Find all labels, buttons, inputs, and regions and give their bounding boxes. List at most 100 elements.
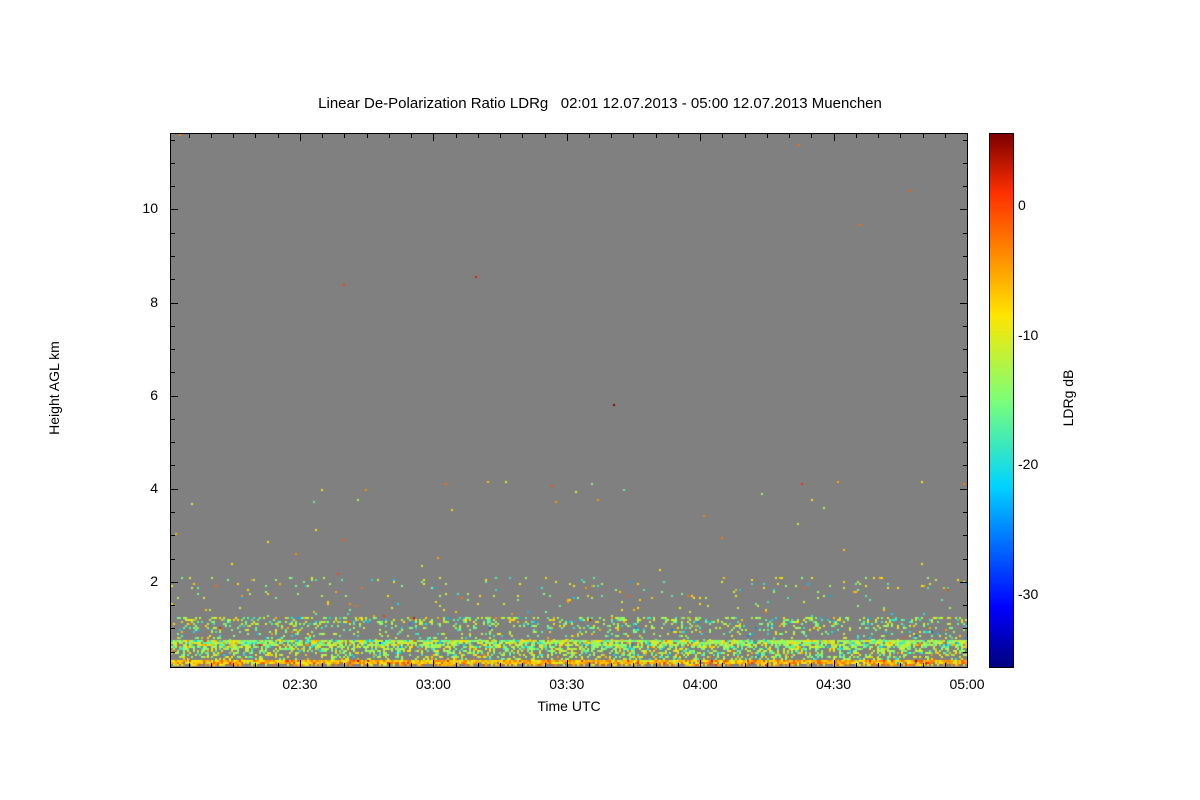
y-axis-tick-minor bbox=[963, 465, 967, 467]
x-axis-tick-label: 04:00 bbox=[682, 676, 718, 692]
x-axis-tick-minor bbox=[633, 134, 635, 138]
x-axis-tick-minor bbox=[922, 134, 924, 138]
colorbar-tick-label: -30 bbox=[1018, 585, 1039, 602]
y-axis-tick-minor bbox=[171, 325, 175, 327]
x-axis-tick-minor bbox=[589, 663, 590, 667]
x-axis-tick-major bbox=[299, 134, 301, 141]
x-axis-tick-minor bbox=[322, 134, 324, 138]
x-axis-tick-minor bbox=[211, 663, 213, 667]
y-axis-tick-minor bbox=[963, 628, 967, 630]
x-axis-tick-minor bbox=[944, 663, 946, 667]
x-axis-tick-major bbox=[700, 660, 702, 667]
y-axis-tick-major bbox=[171, 209, 178, 211]
x-axis-tick-minor bbox=[255, 663, 257, 667]
y-axis-tick-minor bbox=[963, 511, 967, 513]
x-axis-tick-minor bbox=[411, 134, 413, 138]
x-axis-tick-minor bbox=[388, 663, 390, 667]
colorbar bbox=[989, 133, 1014, 668]
x-axis-tick-major bbox=[833, 660, 835, 667]
y-axis-tick-minor bbox=[171, 605, 175, 607]
x-axis-tick-minor bbox=[611, 663, 613, 667]
x-axis-tick-minor bbox=[633, 663, 635, 667]
page-title: Linear De-Polarization Ratio LDRg 02:01 … bbox=[318, 95, 882, 112]
y-axis-tick-minor bbox=[171, 442, 175, 444]
x-axis-tick-major bbox=[967, 134, 968, 141]
y-axis-tick-minor bbox=[171, 279, 175, 281]
x-axis-tick-minor bbox=[677, 134, 679, 138]
y-axis-tick-minor bbox=[963, 418, 967, 420]
x-axis-tick-minor bbox=[233, 134, 235, 138]
y-axis-tick-minor bbox=[171, 162, 175, 164]
x-axis-tick-label: 03:00 bbox=[415, 676, 451, 692]
x-axis-tick-minor bbox=[366, 663, 368, 667]
x-axis-tick-minor bbox=[878, 663, 880, 667]
x-axis-tick-minor bbox=[277, 663, 279, 667]
x-axis-tick-minor bbox=[500, 134, 502, 138]
y-axis-tick-minor bbox=[171, 372, 175, 374]
x-axis-tick-major bbox=[566, 134, 568, 141]
y-axis-tick-minor bbox=[963, 651, 967, 653]
x-axis-tick-minor bbox=[811, 663, 813, 667]
y-axis-tick-minor bbox=[963, 349, 967, 351]
x-axis-tick-minor bbox=[766, 134, 768, 138]
x-axis-tick-minor bbox=[722, 134, 724, 138]
y-axis-tick-major bbox=[171, 581, 178, 583]
y-axis-tick-major bbox=[960, 395, 967, 397]
y-axis-tick-minor bbox=[963, 139, 967, 141]
y-axis-tick-minor bbox=[963, 232, 967, 234]
y-axis-tick-minor bbox=[963, 372, 967, 374]
x-axis-tick-minor bbox=[322, 663, 324, 667]
y-axis-tick-minor bbox=[963, 186, 967, 188]
x-axis-tick-minor bbox=[455, 134, 457, 138]
x-axis-tick-major bbox=[433, 660, 435, 667]
y-axis-tick-minor bbox=[171, 511, 175, 513]
x-axis-tick-minor bbox=[922, 663, 924, 667]
y-axis-tick-minor bbox=[963, 535, 967, 537]
x-axis-tick-major bbox=[700, 134, 702, 141]
x-axis-tick-minor bbox=[522, 134, 524, 138]
x-axis-tick-major bbox=[299, 660, 301, 667]
x-axis-tick-minor bbox=[744, 134, 746, 138]
y-axis-tick-label: 2 bbox=[150, 572, 158, 589]
x-axis-tick-major bbox=[433, 134, 435, 141]
x-axis-tick-minor bbox=[188, 663, 190, 667]
colorbar-gradient bbox=[990, 134, 1013, 667]
y-axis-tick-label: 4 bbox=[150, 479, 158, 496]
y-axis-tick-minor bbox=[171, 628, 175, 630]
x-axis-tick-minor bbox=[655, 663, 657, 667]
x-axis-title: Time UTC bbox=[537, 698, 601, 714]
colorbar-tick-label: 0 bbox=[1018, 197, 1026, 214]
y-axis-tick-major bbox=[171, 488, 178, 490]
x-axis-tick-minor bbox=[522, 663, 524, 667]
y-axis-tick-minor bbox=[963, 442, 967, 444]
colorbar-tick-label: -20 bbox=[1018, 456, 1039, 473]
x-axis-tick-major bbox=[566, 660, 568, 667]
x-axis-tick-minor bbox=[344, 663, 346, 667]
y-axis-tick-minor bbox=[963, 279, 967, 281]
x-axis-tick-label: 02:30 bbox=[282, 676, 318, 692]
y-axis-tick-minor bbox=[171, 139, 175, 141]
y-axis-tick-minor bbox=[171, 465, 175, 467]
x-axis-tick-minor bbox=[944, 134, 946, 138]
y-axis-tick-minor bbox=[171, 535, 175, 537]
y-axis-tick-label: 10 bbox=[142, 200, 158, 217]
y-axis-tick-label: 6 bbox=[150, 386, 158, 403]
x-axis-tick-minor bbox=[900, 663, 902, 667]
x-axis-tick-minor bbox=[855, 663, 857, 667]
x-axis-tick-minor bbox=[388, 134, 390, 138]
x-axis-tick-minor bbox=[344, 134, 346, 138]
x-axis-tick-minor bbox=[255, 134, 257, 138]
y-axis-tick-major bbox=[960, 488, 967, 490]
x-axis-tick-minor bbox=[611, 134, 613, 138]
y-axis-tick-minor bbox=[963, 325, 967, 327]
y-axis-tick-minor bbox=[171, 186, 175, 188]
x-axis-tick-minor bbox=[455, 663, 457, 667]
x-axis-tick-minor bbox=[477, 663, 479, 667]
y-axis-tick-minor bbox=[171, 558, 175, 560]
y-axis-tick-major bbox=[960, 209, 967, 211]
x-axis-tick-minor bbox=[411, 663, 413, 667]
y-axis-tick-minor bbox=[171, 349, 175, 351]
x-axis-tick-major bbox=[833, 134, 835, 141]
x-axis-tick-label: 04:30 bbox=[816, 676, 852, 692]
colorbar-tick-label: -10 bbox=[1018, 326, 1039, 343]
